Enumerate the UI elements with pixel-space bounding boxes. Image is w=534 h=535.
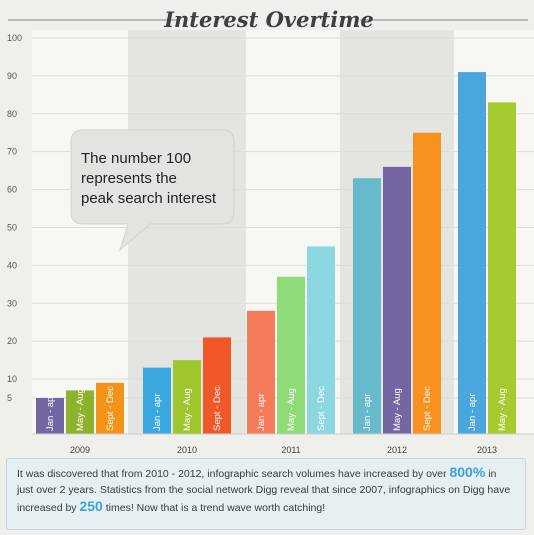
callout-bubble — [70, 129, 235, 252]
bar-2010-3 — [203, 337, 231, 434]
bar-label: Sept - Dec — [422, 386, 433, 431]
bar-label: Jan - apr — [467, 394, 478, 432]
y-tick-label: 40 — [7, 260, 17, 270]
y-tick-label: 70 — [7, 147, 17, 157]
callout-line: represents the — [81, 170, 177, 187]
bar-2012-2 — [383, 166, 411, 434]
bar-2012-3 — [413, 132, 441, 434]
callout-line: The number 100 — [81, 150, 191, 167]
x-tick-label: 2013 — [477, 445, 497, 455]
bar-2013-2 — [488, 102, 516, 434]
x-tick-label: 2009 — [70, 445, 90, 455]
y-tick-label: 80 — [7, 109, 17, 119]
bar-label: Jan - apr — [152, 394, 163, 432]
y-tick-label: 50 — [7, 222, 17, 232]
bar-2009-1 — [36, 398, 64, 434]
y-tick-label: 5 — [7, 393, 12, 403]
y-tick-label: 10 — [7, 374, 17, 384]
bar-label: Sept - Dec — [212, 386, 223, 431]
callout-line: peak search interest — [81, 190, 217, 207]
x-tick-label: 2012 — [387, 445, 407, 455]
footer-highlight-250: 250 — [79, 498, 103, 514]
footer-text-2: in just over 2 years. Statistics from th… — [17, 468, 511, 514]
bar-label: Sept - Dec — [316, 386, 327, 431]
footer-highlight-800: 800% — [449, 464, 486, 480]
bar-label: May - Aug — [75, 388, 86, 431]
bar-label: Jan - apr — [45, 394, 56, 432]
bar-2012-1 — [353, 178, 381, 434]
callout: The number 100 represents the peak search … — [70, 129, 235, 252]
y-tick-label: 100 — [7, 33, 22, 43]
bar-2009-3 — [96, 382, 124, 434]
bar-label: May - Aug — [497, 388, 508, 431]
y-tick-label: 90 — [7, 71, 17, 81]
y-tick-label: 60 — [7, 185, 17, 195]
footer-text-3: times! Now that is a trend wave worth ca… — [102, 502, 326, 514]
bar-2009-2 — [66, 390, 94, 434]
x-tick-label: 2010 — [177, 445, 197, 455]
bar-label: May - Aug — [392, 388, 403, 431]
footer-text-1: It was discovered that from 2010 - 2012,… — [17, 468, 450, 480]
bar-2011-3 — [307, 246, 335, 434]
bar-2010-1 — [143, 367, 171, 434]
bar-2010-2 — [173, 360, 201, 434]
bar-label: May - Aug — [182, 388, 193, 431]
bar-2013-1 — [458, 72, 486, 435]
y-tick-label: 30 — [7, 298, 17, 308]
y-tick-label: 20 — [7, 336, 17, 346]
bar-2011-1 — [247, 310, 275, 434]
bar-label: Jan - apr — [362, 394, 373, 432]
bar-label: May - Aug — [286, 388, 297, 431]
bar-2011-2 — [277, 276, 305, 434]
bar-label: Jan - apr — [256, 394, 267, 432]
x-tick-label: 2011 — [281, 445, 300, 455]
bar-label: Sept - Dec — [105, 386, 116, 431]
footer-note: It was discovered that from 2010 - 2012,… — [6, 458, 526, 530]
chart-title: Interest Overtime — [163, 7, 374, 32]
